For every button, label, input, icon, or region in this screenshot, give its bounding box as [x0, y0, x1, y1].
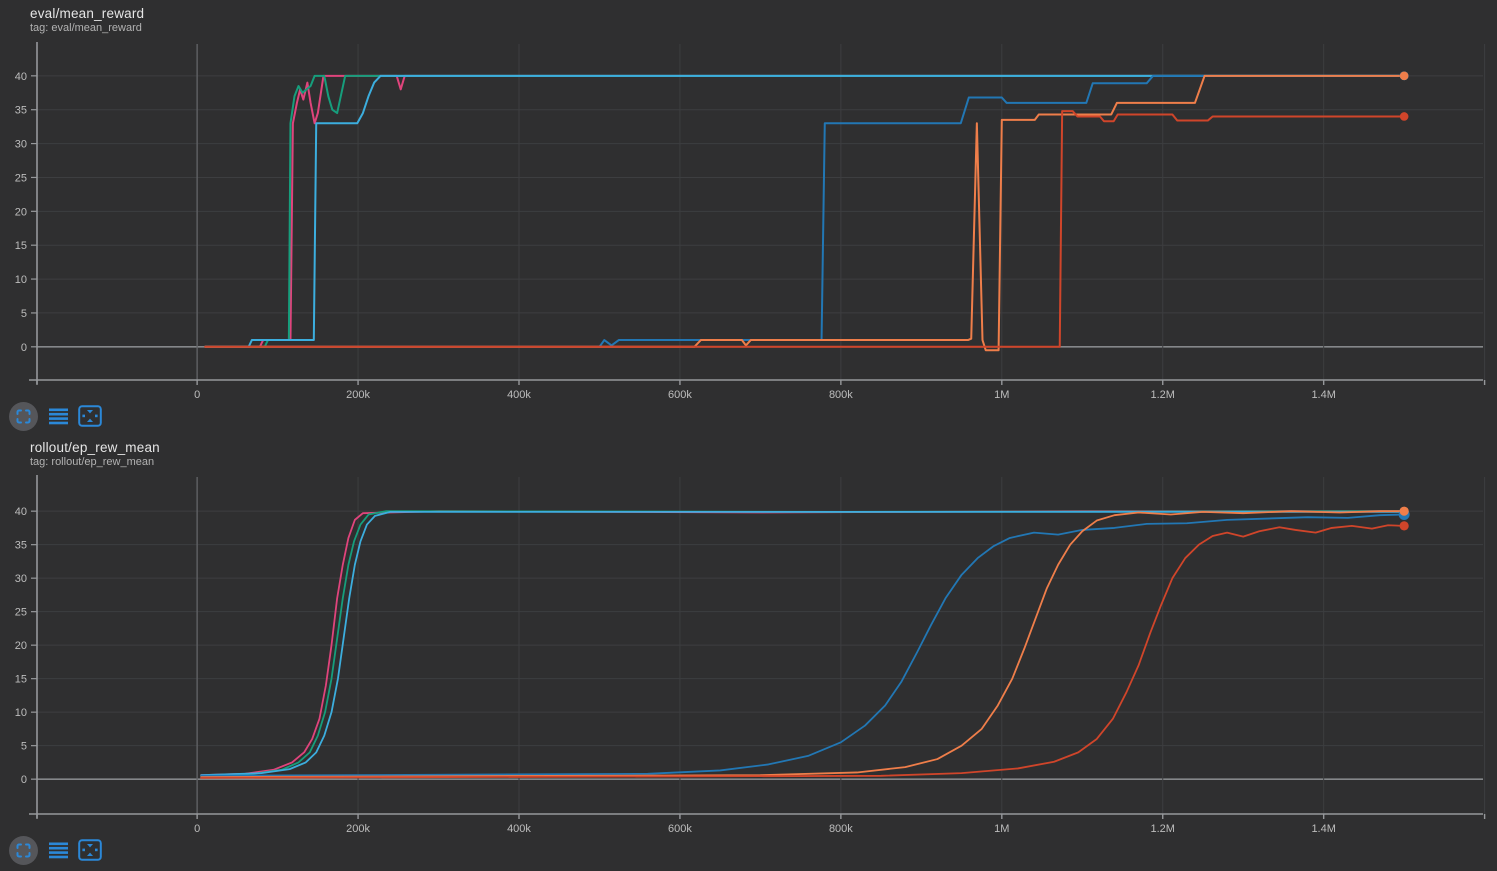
series-run-red-line: [204, 110, 1406, 348]
y-tick-label: 40: [15, 71, 27, 83]
x-tick-label: 600k: [668, 823, 692, 835]
series-run-cyan-line: [204, 74, 1406, 348]
rollout-ep-rew-mean-chart[interactable]: 0 200k 400k 600k 800k 1M 1.2M 1.4M 0 5 10 15 20 25 30 3…: [0, 434, 1497, 871]
chart-toolbar: [9, 835, 102, 865]
gridlines: [37, 44, 1486, 380]
runs-list-icon: [48, 408, 68, 424]
fullscreen-button[interactable]: [9, 401, 38, 431]
series-run-pink-line: [200, 510, 1406, 777]
series-run-teal-line: [200, 510, 1406, 777]
y-tick-label: 10: [15, 274, 27, 286]
y-tick-label: 30: [15, 139, 27, 151]
x-tick-label: 0: [194, 389, 200, 401]
series-run-orange-endpoint: [1399, 71, 1409, 81]
chart-title: rollout/ep_rew_mean: [30, 440, 160, 455]
x-tick-label: 1.4M: [1311, 823, 1335, 835]
series-run-orange-endpoint: [1399, 506, 1409, 516]
tick-labels: 0 200k 400k 600k 800k 1M 1.2M 1.4M 0 5 10 15 20 25 30 3…: [15, 71, 1336, 401]
series-run-orange-line: [204, 74, 1406, 352]
y-tick-label: 25: [15, 172, 27, 184]
runs-list-button[interactable]: [46, 404, 70, 428]
x-tick-label: 800k: [829, 823, 853, 835]
x-tick-label: 1.4M: [1311, 389, 1335, 401]
y-tick-label: 35: [15, 540, 27, 552]
runs-list-icon: [48, 842, 68, 858]
fit-to-view-button[interactable]: [78, 404, 102, 428]
chart-card-eval-mean-reward: 0 200k 400k 600k 800k 1M 1.2M 1.4M 0 5 10 15 20 25 30 3…: [0, 0, 1497, 434]
fullscreen-button[interactable]: [9, 835, 38, 865]
fit-to-view-icon: [78, 405, 102, 427]
chart-card-rollout-ep-rew-mean: 0 200k 400k 600k 800k 1M 1.2M 1.4M 0 5 10 15 20 25 30 3…: [0, 434, 1497, 871]
x-tick-label: 800k: [829, 389, 853, 401]
series-run-red-line: [200, 524, 1406, 779]
y-tick-label: 10: [15, 707, 27, 719]
series-run-red-endpoint: [1399, 112, 1409, 121]
y-tick-label: 15: [15, 240, 27, 252]
y-tick-label: 20: [15, 206, 27, 218]
fit-to-view-button[interactable]: [78, 838, 102, 862]
chart-toolbar: [9, 401, 102, 431]
series-lines: [204, 71, 1409, 352]
chart-title: eval/mean_reward: [30, 6, 145, 21]
y-tick-label: 25: [15, 607, 27, 619]
x-tick-label: 1.2M: [1151, 823, 1175, 835]
fullscreen-icon: [16, 409, 31, 423]
x-tick-label: 1M: [994, 389, 1009, 401]
tick-labels: 0 200k 400k 600k 800k 1M 1.2M 1.4M 0 5 10 15 20 25 30 3…: [15, 506, 1336, 835]
x-tick-label: 1.2M: [1151, 389, 1175, 401]
y-tick-label: 30: [15, 573, 27, 585]
x-tick-label: 1M: [994, 823, 1009, 835]
x-tick-label: 600k: [668, 389, 692, 401]
series-lines: [200, 506, 1410, 779]
x-tick-label: 200k: [346, 823, 370, 835]
chart-tag: tag: rollout/ep_rew_mean: [30, 456, 155, 468]
fit-to-view-icon: [78, 839, 102, 861]
y-tick-label: 0: [21, 774, 27, 786]
x-tick-label: 0: [194, 823, 200, 835]
chart-tag: tag: eval/mean_reward: [30, 22, 142, 34]
eval-mean-reward-chart[interactable]: 0 200k 400k 600k 800k 1M 1.2M 1.4M 0 5 10 15 20 25 30 3…: [0, 0, 1497, 434]
series-run-orange-line: [200, 510, 1406, 779]
y-tick-label: 5: [21, 308, 27, 320]
y-tick-label: 0: [21, 342, 27, 354]
runs-list-button[interactable]: [46, 838, 70, 862]
fullscreen-icon: [16, 843, 31, 857]
axes: [29, 475, 1486, 819]
x-tick-label: 200k: [346, 389, 370, 401]
series-run-cyan-line: [200, 510, 1406, 777]
series-run-blue-line: [204, 74, 1406, 348]
y-tick-label: 40: [15, 506, 27, 518]
y-tick-label: 15: [15, 674, 27, 686]
series-run-red-endpoint: [1399, 521, 1409, 531]
x-tick-label: 400k: [507, 389, 531, 401]
gridlines: [37, 477, 1486, 814]
y-tick-label: 5: [21, 741, 27, 753]
series-run-blue-line: [200, 513, 1406, 777]
x-tick-label: 400k: [507, 823, 531, 835]
y-tick-label: 35: [15, 105, 27, 117]
axes: [29, 42, 1486, 385]
y-tick-label: 20: [15, 640, 27, 652]
